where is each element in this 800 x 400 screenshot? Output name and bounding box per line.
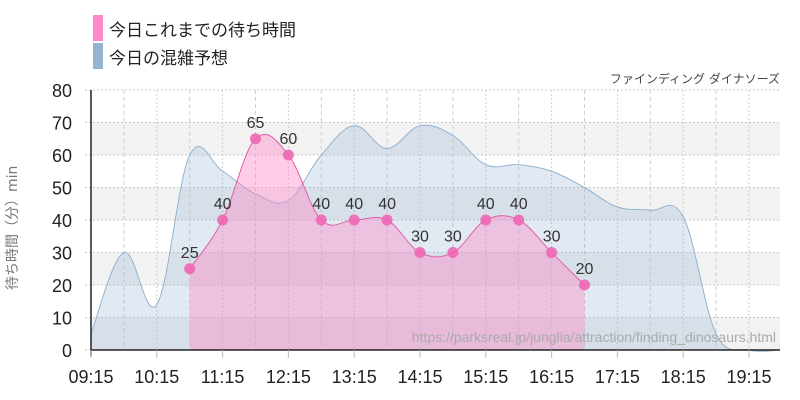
data-point-marker[interactable] — [250, 133, 261, 145]
x-tick-label: 09:15 — [68, 367, 113, 387]
legend-item-actual[interactable]: 今日これまでの待ち時間 — [93, 14, 296, 42]
data-point-label: 25 — [181, 245, 199, 262]
data-point-marker[interactable] — [315, 214, 327, 226]
data-point-marker[interactable] — [447, 247, 459, 258]
x-tick-label: 12:15 — [266, 367, 311, 387]
y-tick-label: 20 — [52, 276, 72, 296]
y-tick-label: 60 — [52, 146, 72, 166]
data-point-marker[interactable] — [579, 279, 590, 291]
x-tick-label: 16:15 — [529, 367, 574, 387]
data-point-marker[interactable] — [348, 214, 360, 226]
x-tick-label: 10:15 — [134, 367, 179, 387]
grid-bands — [91, 90, 780, 350]
legend-label-actual: 今日これまでの待ち時間 — [109, 20, 296, 41]
data-point-marker[interactable] — [546, 247, 558, 258]
x-tick-label: 19:15 — [726, 367, 771, 387]
data-point-label: 30 — [444, 229, 462, 246]
legend-swatch-actual — [93, 15, 103, 41]
data-point-label: 65 — [247, 115, 265, 132]
source-url: https://parksreal.jp/junglia/attraction/… — [412, 329, 776, 345]
legend-item-forecast[interactable]: 今日の混雑予想 — [93, 42, 296, 70]
data-point-label: 40 — [477, 196, 495, 213]
legend: 今日これまでの待ち時間 今日の混雑予想 — [93, 14, 296, 70]
data-point-marker[interactable] — [480, 214, 492, 226]
y-tick-label: 40 — [52, 211, 72, 231]
data-point-label: 40 — [312, 196, 330, 213]
data-point-label: 40 — [510, 196, 528, 213]
y-tick-label: 30 — [52, 244, 72, 264]
attraction-name: ファインディング ダイナソーズ — [609, 72, 780, 86]
forecast-series — [90, 124, 781, 352]
data-point-label: 60 — [280, 131, 298, 148]
data-point-marker[interactable] — [184, 263, 196, 275]
actual-series: 25 40 65 60 40 40 40 30 30 40 40 30 20 — [181, 115, 594, 350]
data-point-label: 40 — [378, 196, 396, 213]
data-point-label: 30 — [411, 229, 429, 246]
data-point-marker[interactable] — [513, 214, 525, 226]
data-point-marker[interactable] — [381, 214, 393, 226]
legend-label-forecast: 今日の混雑予想 — [109, 48, 228, 69]
y-tick-label: 10 — [52, 309, 72, 329]
data-point-label: 40 — [345, 196, 363, 213]
legend-swatch-forecast — [93, 43, 103, 69]
x-tick-label: 17:15 — [595, 367, 640, 387]
x-tick-label: 15:15 — [463, 367, 508, 387]
data-point-label: 30 — [543, 229, 561, 246]
x-tick-label: 11:15 — [201, 367, 245, 387]
y-tick-label: 80 — [52, 81, 72, 101]
x-tick-label: 14:15 — [397, 367, 442, 387]
y-tick-label: 50 — [52, 179, 72, 199]
y-tick-label: 0 — [62, 341, 72, 361]
data-point-label: 40 — [214, 196, 232, 213]
data-point-marker[interactable] — [282, 149, 294, 161]
x-tick-label: 18:15 — [661, 367, 706, 387]
data-point-marker[interactable] — [414, 247, 426, 258]
data-point-label: 20 — [576, 261, 594, 278]
y-tick-label: 70 — [52, 114, 72, 134]
axes: 0 10 20 30 40 50 60 70 80 09:15 10:15 11:15 12:15 13:… — [52, 81, 780, 387]
data-point-marker[interactable] — [217, 214, 229, 226]
x-tick-label: 13:15 — [332, 367, 377, 387]
